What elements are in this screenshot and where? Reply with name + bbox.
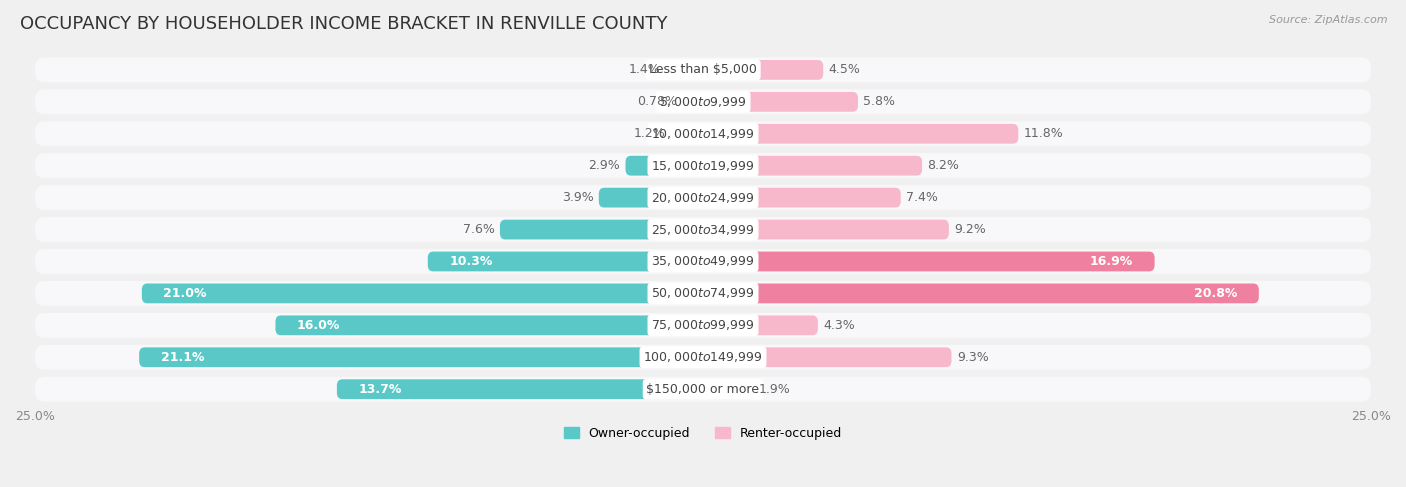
Text: $50,000 to $74,999: $50,000 to $74,999 (651, 286, 755, 300)
FancyBboxPatch shape (665, 60, 703, 80)
FancyBboxPatch shape (35, 217, 1371, 242)
Text: OCCUPANCY BY HOUSEHOLDER INCOME BRACKET IN RENVILLE COUNTY: OCCUPANCY BY HOUSEHOLDER INCOME BRACKET … (20, 15, 668, 33)
Text: 16.9%: 16.9% (1090, 255, 1133, 268)
FancyBboxPatch shape (35, 313, 1371, 338)
FancyBboxPatch shape (142, 283, 703, 303)
FancyBboxPatch shape (35, 57, 1371, 82)
FancyBboxPatch shape (703, 92, 858, 112)
Text: 5.8%: 5.8% (863, 95, 896, 108)
FancyBboxPatch shape (703, 156, 922, 176)
Text: 20.8%: 20.8% (1194, 287, 1237, 300)
Text: 9.3%: 9.3% (957, 351, 988, 364)
FancyBboxPatch shape (35, 153, 1371, 178)
FancyBboxPatch shape (276, 316, 703, 335)
Text: $25,000 to $34,999: $25,000 to $34,999 (651, 223, 755, 237)
FancyBboxPatch shape (703, 187, 901, 207)
Text: $15,000 to $19,999: $15,000 to $19,999 (651, 159, 755, 173)
FancyBboxPatch shape (337, 379, 703, 399)
Text: 9.2%: 9.2% (955, 223, 986, 236)
Text: 16.0%: 16.0% (297, 319, 340, 332)
FancyBboxPatch shape (703, 347, 952, 367)
Text: 1.4%: 1.4% (628, 63, 661, 76)
Text: Source: ZipAtlas.com: Source: ZipAtlas.com (1270, 15, 1388, 25)
Text: 2.9%: 2.9% (588, 159, 620, 172)
Text: $20,000 to $24,999: $20,000 to $24,999 (651, 190, 755, 205)
FancyBboxPatch shape (703, 316, 818, 335)
FancyBboxPatch shape (35, 185, 1371, 210)
Text: 13.7%: 13.7% (359, 383, 402, 396)
Text: 1.9%: 1.9% (759, 383, 790, 396)
FancyBboxPatch shape (501, 220, 703, 240)
FancyBboxPatch shape (626, 156, 703, 176)
FancyBboxPatch shape (682, 92, 703, 112)
Text: $10,000 to $14,999: $10,000 to $14,999 (651, 127, 755, 141)
FancyBboxPatch shape (35, 281, 1371, 306)
Text: Less than $5,000: Less than $5,000 (650, 63, 756, 76)
FancyBboxPatch shape (703, 220, 949, 240)
FancyBboxPatch shape (671, 124, 703, 144)
Legend: Owner-occupied, Renter-occupied: Owner-occupied, Renter-occupied (558, 422, 848, 445)
Text: 10.3%: 10.3% (449, 255, 492, 268)
Text: 0.78%: 0.78% (637, 95, 676, 108)
Text: 1.2%: 1.2% (634, 127, 665, 140)
FancyBboxPatch shape (703, 60, 824, 80)
FancyBboxPatch shape (35, 377, 1371, 402)
FancyBboxPatch shape (35, 121, 1371, 146)
Text: 8.2%: 8.2% (928, 159, 959, 172)
FancyBboxPatch shape (599, 187, 703, 207)
Text: $75,000 to $99,999: $75,000 to $99,999 (651, 318, 755, 332)
FancyBboxPatch shape (703, 252, 1154, 271)
Text: $35,000 to $49,999: $35,000 to $49,999 (651, 255, 755, 268)
FancyBboxPatch shape (703, 124, 1018, 144)
FancyBboxPatch shape (35, 345, 1371, 370)
FancyBboxPatch shape (139, 347, 703, 367)
Text: $5,000 to $9,999: $5,000 to $9,999 (659, 95, 747, 109)
Text: 21.0%: 21.0% (163, 287, 207, 300)
Text: 4.3%: 4.3% (824, 319, 855, 332)
Text: 7.6%: 7.6% (463, 223, 495, 236)
FancyBboxPatch shape (703, 283, 1258, 303)
Text: 11.8%: 11.8% (1024, 127, 1063, 140)
FancyBboxPatch shape (35, 90, 1371, 114)
FancyBboxPatch shape (427, 252, 703, 271)
FancyBboxPatch shape (35, 249, 1371, 274)
Text: 3.9%: 3.9% (561, 191, 593, 204)
FancyBboxPatch shape (703, 379, 754, 399)
Text: 4.5%: 4.5% (828, 63, 860, 76)
Text: $100,000 to $149,999: $100,000 to $149,999 (644, 350, 762, 364)
Text: 21.1%: 21.1% (160, 351, 204, 364)
Text: 7.4%: 7.4% (905, 191, 938, 204)
Text: $150,000 or more: $150,000 or more (647, 383, 759, 396)
